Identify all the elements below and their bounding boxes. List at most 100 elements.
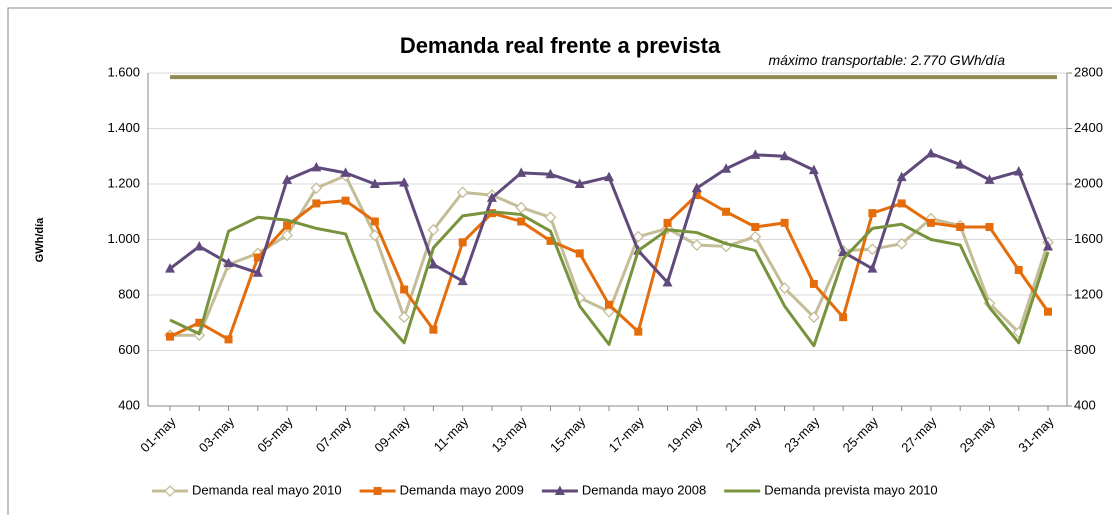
series-line	[169, 210, 1050, 348]
y2-tick-label: 400	[1074, 397, 1096, 412]
data-point	[340, 167, 351, 177]
y-tick-label: 1.000	[107, 231, 140, 246]
data-point	[310, 182, 323, 195]
y-tick-label: 600	[118, 342, 140, 357]
data-point	[515, 201, 528, 214]
data-point	[721, 163, 732, 173]
data-point	[722, 207, 731, 216]
data-point	[457, 275, 468, 286]
data-point	[604, 171, 614, 182]
legend-marker	[373, 487, 382, 495]
y2-tick-label: 2400	[1074, 120, 1103, 135]
data-point	[1013, 166, 1024, 176]
data-point	[807, 311, 820, 324]
data-point	[751, 223, 760, 232]
data-point	[838, 246, 849, 256]
data-point	[866, 243, 879, 256]
data-point	[517, 217, 526, 226]
data-point	[399, 177, 410, 187]
y-tick-label: 1.600	[107, 64, 140, 79]
legend-label: Demanda mayo 2009	[400, 482, 524, 497]
data-point	[195, 318, 204, 327]
data-point	[574, 178, 585, 188]
data-point	[545, 168, 556, 179]
data-point	[166, 332, 174, 341]
legend-marker	[554, 485, 565, 495]
data-point	[868, 209, 877, 218]
data-point	[632, 230, 645, 243]
data-point	[400, 285, 409, 294]
data-point	[808, 164, 819, 175]
data-point	[253, 253, 262, 262]
legend-label: Demanda prevista mayo 2010	[764, 482, 937, 497]
data-point	[691, 182, 702, 193]
y-axis-label: GWh/día	[34, 217, 46, 262]
data-point	[456, 186, 469, 199]
data-point	[544, 211, 557, 224]
data-point	[429, 325, 438, 334]
data-point	[428, 258, 439, 269]
chart-frame	[7, 7, 1112, 520]
data-point	[925, 147, 936, 158]
y-tick-label: 800	[118, 286, 140, 301]
data-point	[311, 161, 322, 172]
data-point	[368, 229, 381, 242]
data-point	[341, 196, 350, 205]
data-point	[516, 167, 527, 177]
data-point	[662, 277, 673, 287]
data-point	[749, 230, 762, 243]
data-point	[575, 249, 584, 258]
data-point	[603, 305, 615, 318]
data-point	[282, 174, 293, 184]
data-point	[809, 279, 818, 288]
data-point	[1043, 240, 1053, 251]
data-point	[692, 191, 701, 200]
data-point	[1044, 307, 1052, 316]
data-point	[165, 263, 175, 273]
data-point	[486, 192, 497, 202]
data-point	[281, 229, 293, 242]
legend-label: Demanda mayo 2008	[582, 482, 706, 497]
data-point	[985, 223, 994, 232]
data-point	[223, 257, 234, 268]
reference-label: máximo transportable: 2.770 GWh/día	[768, 52, 1005, 68]
data-point	[690, 239, 703, 251]
data-point	[634, 327, 643, 336]
y2-tick-label: 1600	[1074, 231, 1103, 246]
data-point	[895, 237, 908, 250]
data-point	[398, 311, 411, 324]
data-point	[867, 263, 878, 273]
data-point	[663, 218, 672, 227]
data-point	[605, 300, 613, 309]
data-point	[283, 221, 292, 230]
y-tick-label: 1.400	[107, 120, 140, 135]
data-point	[750, 149, 761, 159]
data-point	[252, 267, 263, 277]
data-point	[779, 150, 790, 161]
data-point	[194, 240, 205, 251]
y-tick-label: 400	[118, 397, 140, 412]
chart-title: Demanda real frente a prevista	[400, 33, 721, 58]
data-point	[224, 335, 233, 344]
data-point	[370, 217, 379, 226]
data-point	[778, 282, 791, 294]
data-point	[955, 159, 966, 169]
data-point	[956, 223, 965, 232]
data-point	[458, 238, 467, 247]
y2-tick-label: 800	[1074, 342, 1096, 357]
data-point	[896, 171, 907, 182]
data-point	[1014, 266, 1023, 275]
data-point	[926, 218, 935, 227]
data-point	[780, 218, 789, 227]
data-point	[546, 236, 555, 245]
y2-tick-label: 1200	[1074, 286, 1103, 301]
y-tick-label: 1.200	[107, 175, 140, 190]
data-point	[312, 199, 321, 208]
legend-label: Demanda real mayo 2010	[192, 482, 342, 497]
data-point	[897, 199, 906, 208]
y2-tick-label: 2000	[1074, 175, 1103, 190]
y2-tick-label: 2800	[1074, 64, 1103, 79]
legend-marker	[164, 485, 176, 497]
